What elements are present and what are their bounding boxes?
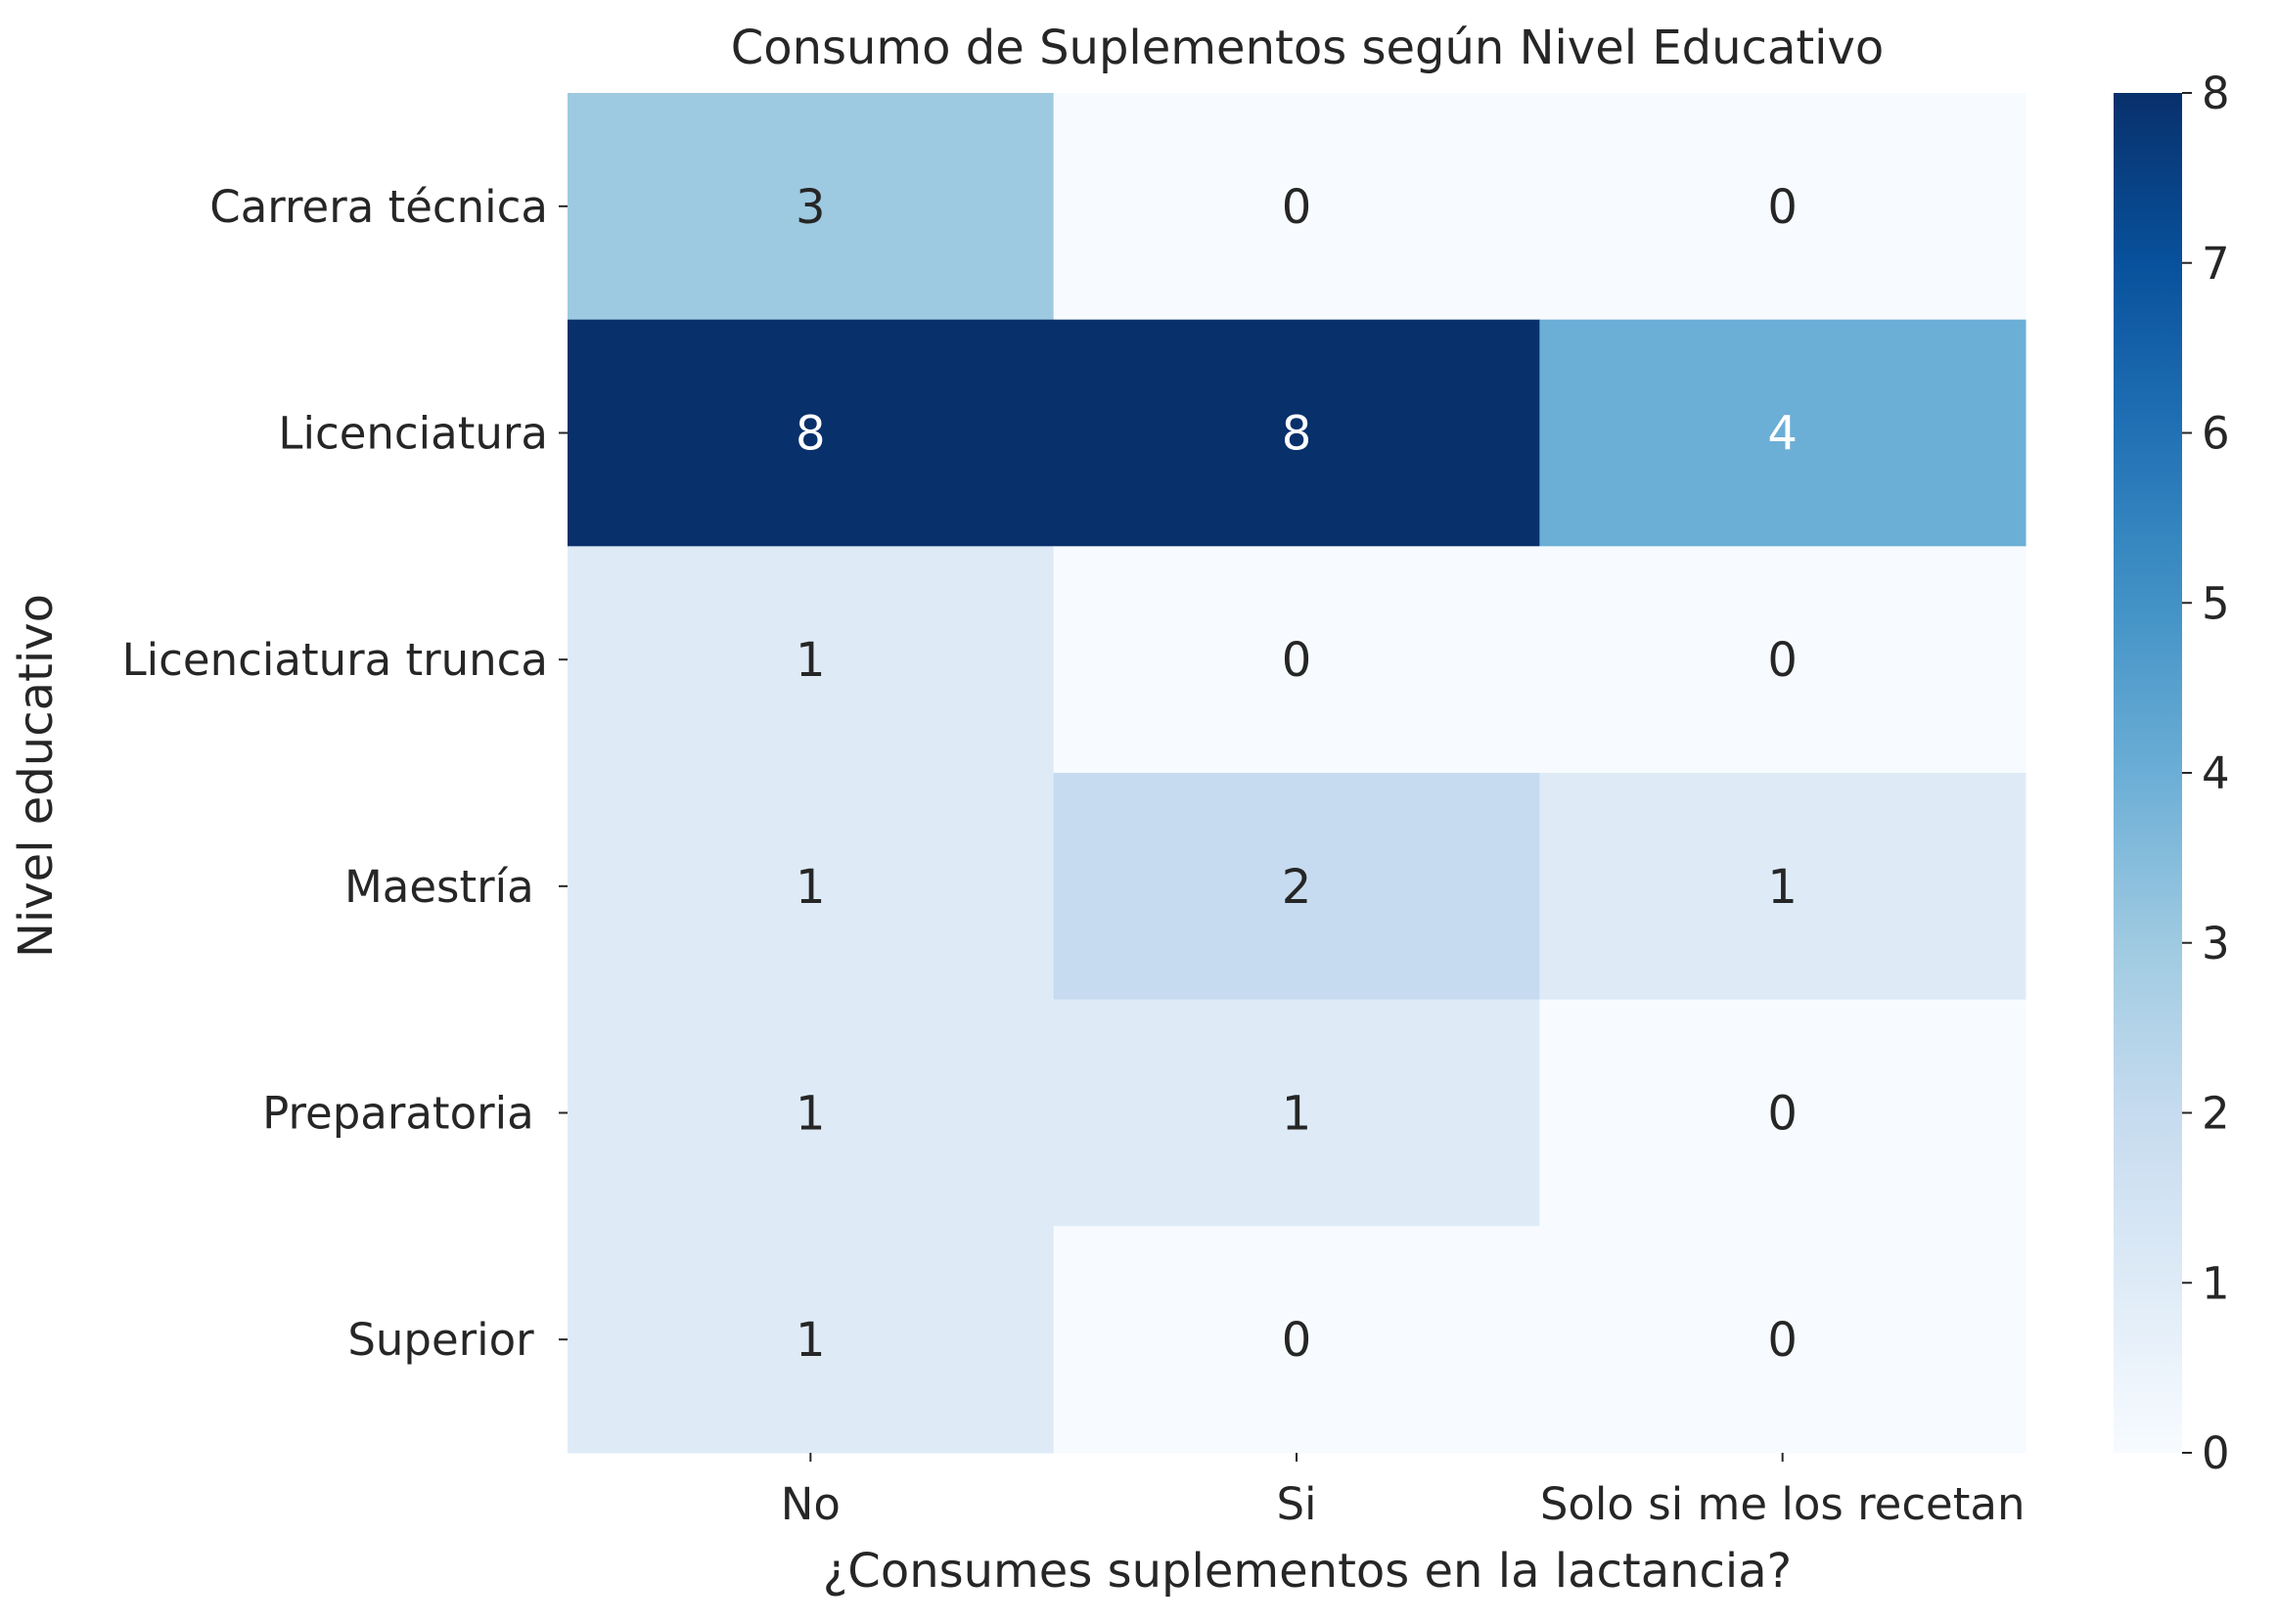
heatmap-cell [568, 773, 1055, 1001]
cell-value-label: 0 [1767, 180, 1798, 235]
colorbar-tick-label: 6 [2202, 408, 2230, 460]
colorbar-tick-label: 1 [2202, 1257, 2230, 1309]
colorbar-tick-label: 5 [2202, 577, 2230, 629]
heatmap-cell [1053, 93, 1540, 321]
heatmap-cell [1053, 773, 1540, 1001]
heatmap-cells [568, 93, 2027, 1454]
y-tick-label: Licenciatura trunca [122, 634, 548, 686]
cell-value-label: 4 [1767, 407, 1798, 462]
cell-value-label: 1 [1767, 860, 1798, 915]
heatmap-cell [1539, 319, 2027, 547]
cell-value-label: 0 [1282, 1313, 1312, 1368]
cell-value-label: 3 [796, 180, 826, 235]
heatmap-cell [1539, 1226, 2027, 1454]
cell-value-label: 8 [796, 407, 826, 462]
x-axis-label: ¿Consumes suplementos en la lactancia? [823, 1544, 1792, 1599]
colorbar-tick-label: 2 [2202, 1088, 2230, 1140]
heatmap-cell [1053, 999, 1540, 1227]
colorbar-tick-label: 4 [2202, 747, 2230, 799]
y-tick-label: Preparatoria [262, 1088, 548, 1140]
cell-value-label: 1 [796, 1313, 826, 1368]
heatmap-cell [568, 93, 1055, 321]
heatmap-cell [568, 546, 1055, 774]
cell-value-label: 0 [1282, 633, 1312, 688]
heatmap-cell [1053, 319, 1540, 547]
chart-title: Consumo de Suplementos según Nivel Educa… [731, 21, 1885, 75]
heatmap-cell [568, 999, 1055, 1227]
cell-value-label: 8 [1282, 407, 1312, 462]
heatmap-cell [1539, 546, 2027, 774]
y-tick-labels: Carrera técnica Licenciatura Licenciatura … [122, 181, 568, 1366]
x-tick-labels: No Si Solo si me los recetan [781, 1453, 2026, 1530]
colorbar-gradient [2114, 93, 2182, 1453]
y-tick-label: Maestría [344, 861, 548, 913]
y-axis-label: Nivel educativo [9, 594, 64, 958]
cell-value-label: 1 [796, 633, 826, 688]
y-tick-label: Licenciatura [278, 408, 548, 460]
cell-value-label: 0 [1767, 1313, 1798, 1368]
heatmap-cell [1539, 93, 2027, 321]
cell-value-label: 1 [1282, 1087, 1312, 1142]
colorbar: 0 1 2 3 4 5 6 7 8 [2114, 68, 2230, 1479]
heatmap-cell [1053, 1226, 1540, 1454]
heatmap-cell [1539, 999, 2027, 1227]
colorbar-tick-label: 0 [2202, 1427, 2230, 1479]
x-tick-label: Si [1276, 1478, 1316, 1530]
cell-value-label: 0 [1767, 1087, 1798, 1142]
cell-value-label: 2 [1282, 860, 1312, 915]
colorbar-tick-label: 7 [2202, 238, 2230, 290]
cell-value-label: 0 [1282, 180, 1312, 235]
cell-value-label: 1 [796, 860, 826, 915]
colorbar-tick-label: 8 [2202, 68, 2230, 119]
y-tick-label: Superior [347, 1314, 548, 1366]
cell-value-label: 1 [796, 1087, 826, 1142]
heatmap-cell [568, 1226, 1055, 1454]
cell-value-label: 0 [1767, 633, 1798, 688]
heatmap-cell [1539, 773, 2027, 1001]
x-tick-label: No [781, 1478, 841, 1530]
heatmap-cell [568, 319, 1055, 547]
colorbar-tick-label: 3 [2202, 918, 2230, 970]
heatmap-cell [1053, 546, 1540, 774]
y-tick-label: Carrera técnica [209, 181, 548, 233]
x-tick-label: Solo si me los recetan [1540, 1478, 2026, 1530]
heatmap-cell-labels: 3 0 0 8 8 4 1 0 0 1 2 1 1 1 0 1 0 0 [796, 180, 1798, 1368]
